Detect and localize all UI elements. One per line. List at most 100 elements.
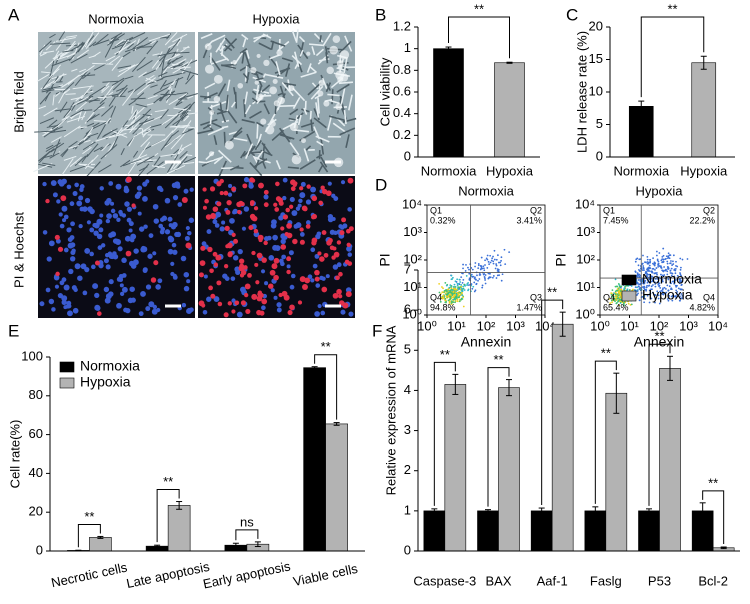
cell-texture — [100, 144, 118, 160]
event-dot — [474, 265, 476, 268]
cell-texture — [289, 122, 299, 132]
cell-texture — [67, 74, 80, 86]
event-dot — [670, 274, 673, 277]
event-dot — [482, 265, 485, 268]
event-dot — [497, 261, 500, 264]
cell-texture — [52, 94, 55, 106]
event-dot — [457, 288, 460, 291]
nucleus — [92, 283, 99, 290]
nucleus — [305, 220, 311, 225]
nucleus — [99, 186, 104, 191]
cell-texture — [84, 109, 96, 124]
cell-texture — [68, 44, 84, 62]
nucleus — [124, 235, 131, 242]
cell-texture — [210, 57, 228, 65]
nucleus — [164, 229, 171, 235]
event-dot — [638, 276, 641, 278]
cell-texture — [48, 119, 58, 127]
cell-texture — [263, 103, 270, 115]
nucleus — [136, 191, 142, 197]
pi-nucleus — [185, 242, 192, 249]
error-bar — [254, 541, 261, 548]
cell-texture — [92, 51, 101, 58]
nucleus — [114, 238, 120, 244]
pi-nucleus — [216, 280, 222, 286]
nucleus — [136, 185, 143, 191]
cell-texture — [60, 148, 69, 157]
y-axis-label: LDH release rate (%) — [574, 31, 589, 153]
nucleus — [316, 231, 322, 237]
nucleus — [314, 253, 320, 259]
event-dot — [672, 254, 675, 257]
cell-texture — [209, 100, 227, 109]
event-dot — [656, 273, 658, 276]
cell-texture — [96, 124, 106, 140]
event-dot — [673, 282, 676, 285]
event-dot — [654, 294, 657, 297]
error-bar — [506, 379, 512, 397]
significance-bracket — [235, 529, 259, 541]
pi-nucleus — [314, 269, 320, 276]
error-bar — [638, 100, 645, 112]
nucleus — [97, 245, 103, 250]
nucleus — [105, 264, 111, 270]
cell-texture — [340, 88, 346, 105]
x-tick-label: Viable cells — [292, 561, 360, 589]
nucleus — [100, 243, 106, 248]
cell-texture — [265, 125, 275, 135]
nucleus — [167, 216, 173, 222]
cell-texture — [256, 121, 264, 128]
pi-nucleus — [207, 246, 213, 253]
cell-texture — [69, 156, 82, 167]
cell-texture — [52, 73, 65, 85]
cell-texture — [270, 40, 275, 51]
nucleus — [138, 311, 144, 317]
cell-texture — [59, 101, 68, 113]
cell-texture — [273, 100, 280, 107]
pi-nucleus — [261, 257, 267, 263]
cell-texture — [72, 85, 94, 90]
column-title: Normoxia — [88, 11, 144, 26]
cell-texture — [75, 162, 95, 169]
event-dot — [452, 286, 455, 288]
pi-nucleus — [54, 234, 60, 240]
cell-texture — [160, 109, 169, 120]
pi-nucleus — [347, 177, 354, 184]
event-dot — [657, 260, 660, 263]
cell-texture — [101, 143, 110, 152]
pi-nucleus — [317, 251, 322, 256]
pi-nucleus — [199, 260, 206, 266]
pi-nucleus — [234, 300, 240, 306]
y-tick-label: 0.2 — [393, 127, 411, 142]
cell-texture — [93, 146, 103, 153]
cell-texture — [294, 129, 310, 133]
event-dot — [450, 278, 453, 281]
cell-texture — [265, 73, 284, 79]
event-dot — [636, 257, 639, 260]
event-dot — [454, 286, 457, 288]
event-dot — [477, 263, 480, 265]
nucleus — [307, 274, 313, 280]
event-dot — [444, 297, 447, 300]
event-dot — [634, 271, 637, 273]
pi-nucleus — [342, 302, 349, 309]
event-dot — [480, 266, 483, 268]
event-dot — [644, 271, 647, 274]
event-dot — [668, 254, 671, 257]
cell-texture — [72, 95, 91, 106]
quadrant-value: 0.32% — [430, 215, 456, 225]
cell-texture — [79, 65, 95, 77]
cell-texture — [228, 131, 238, 136]
event-dot — [614, 285, 617, 288]
nucleus — [243, 206, 250, 212]
nucleus — [268, 255, 275, 261]
cell-texture — [343, 110, 347, 125]
event-dot — [451, 296, 453, 299]
cell-texture — [281, 81, 294, 97]
event-dot — [451, 289, 454, 292]
event-dot — [610, 292, 613, 294]
cell-texture — [224, 37, 235, 49]
pi-nucleus — [277, 197, 283, 203]
cell-texture — [242, 73, 250, 81]
event-dot — [456, 300, 459, 303]
